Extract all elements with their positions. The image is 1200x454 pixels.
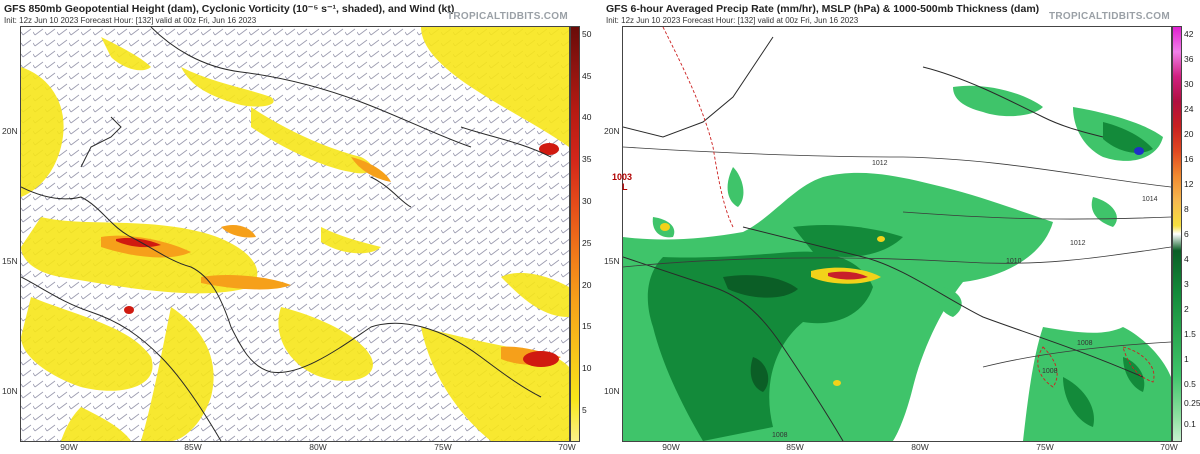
vorticity-shading-high (116, 143, 559, 367)
colorbar-tick: 5 (582, 405, 587, 415)
colorbar-tick: 1.5 (1184, 329, 1196, 339)
vorticity-map (20, 26, 570, 442)
lon-label-80w: 80W (911, 442, 929, 452)
colorbar-tick: 30 (1184, 79, 1194, 89)
lon-label-80w: 80W (309, 442, 327, 452)
coastline (623, 36, 1144, 441)
colorbar-tick: 4 (1184, 254, 1189, 264)
colorbar-tick: 15 (582, 321, 592, 331)
colorbar-tick: 36 (1184, 54, 1194, 64)
lon-label-85w: 85W (786, 442, 804, 452)
colorbar-tick: 0.5 (1184, 379, 1196, 389)
panel-subtitle: Init: 12z Jun 10 2023 Forecast Hour: [13… (606, 16, 859, 25)
isobar-label: 1008 (772, 432, 788, 439)
isobar-label: 1012 (1070, 240, 1086, 247)
colorbar-tick: 16 (1184, 154, 1194, 164)
colorbar-tick: 8 (1184, 204, 1189, 214)
brand-watermark: TROPICALTIDBITS.COM (1048, 11, 1170, 22)
lat-label-15n: 15N (2, 256, 18, 266)
isobar-lines (623, 146, 1171, 368)
colorbar-tick: 0.25 (1184, 398, 1200, 408)
lon-label-70w: 70W (558, 442, 576, 452)
brand-watermark: TROPICALTIDBITS.COM (446, 11, 568, 22)
coastline (21, 27, 552, 441)
isobar-label: 1008 (1077, 340, 1093, 347)
panel-divider (598, 0, 602, 454)
lat-label-10n: 10N (2, 386, 18, 396)
colorbar-tick: 35 (582, 154, 592, 164)
precip-map-graphic (623, 27, 1171, 441)
colorbar-tick: 25 (582, 238, 592, 248)
vorticity-shading (21, 27, 569, 441)
isobar-label: 1012 (872, 160, 888, 167)
lon-label-90w: 90W (60, 442, 78, 452)
low-pressure-value: 1003 (612, 172, 633, 182)
colorbar-tick: 30 (582, 196, 592, 206)
lat-label-15n: 15N (604, 256, 620, 266)
low-pressure-symbol: L (622, 182, 628, 192)
lat-label-10n: 10N (604, 386, 620, 396)
vorticity-panel: GFS 850mb Geopotential Height (dam), Cyc… (0, 0, 598, 454)
lat-label-20n: 20N (604, 126, 620, 136)
colorbar-tick: 3 (1184, 279, 1189, 289)
colorbar-tick: 6 (1184, 229, 1189, 239)
vorticity-map-graphic (21, 27, 569, 441)
colorbar-tick: 0.1 (1184, 419, 1196, 429)
lon-label-75w: 75W (434, 442, 452, 452)
colorbar-tick: 24 (1184, 104, 1194, 114)
precip-colorbar (1172, 26, 1182, 442)
colorbar-tick: 10 (582, 363, 592, 373)
vorticity-colorbar (570, 26, 580, 442)
lon-label-90w: 90W (662, 442, 680, 452)
colorbar-tick: 42 (1184, 29, 1194, 39)
isobar-label: 1010 (1006, 258, 1022, 265)
precip-shading-mid (647, 122, 1153, 441)
precip-shading-heavy (660, 147, 1144, 386)
colorbar-tick: 20 (582, 280, 592, 290)
colorbar-tick: 45 (582, 71, 592, 81)
colorbar-tick: 12 (1184, 179, 1194, 189)
lat-label-20n: 20N (2, 126, 18, 136)
colorbar-tick: 20 (1184, 129, 1194, 139)
colorbar-tick: 2 (1184, 304, 1189, 314)
lon-label-75w: 75W (1036, 442, 1054, 452)
lon-label-85w: 85W (184, 442, 202, 452)
lon-label-70w: 70W (1160, 442, 1178, 452)
isobar-label: 1008 (1042, 368, 1058, 375)
panel-subtitle: Init: 12z Jun 10 2023 Forecast Hour: [13… (4, 16, 257, 25)
thickness-lines (662, 27, 1155, 388)
panel-title: GFS 850mb Geopotential Height (dam), Cyc… (4, 3, 455, 15)
isobar-label: 1014 (1142, 196, 1158, 203)
panel-title: GFS 6-hour Averaged Precip Rate (mm/hr),… (606, 3, 1040, 15)
precip-shading-dark (723, 275, 798, 392)
colorbar-tick: 40 (582, 112, 592, 122)
precip-map (622, 26, 1172, 442)
colorbar-tick: 1 (1184, 354, 1189, 364)
precip-panel: GFS 6-hour Averaged Precip Rate (mm/hr),… (602, 0, 1200, 454)
colorbar-tick: 50 (582, 29, 592, 39)
